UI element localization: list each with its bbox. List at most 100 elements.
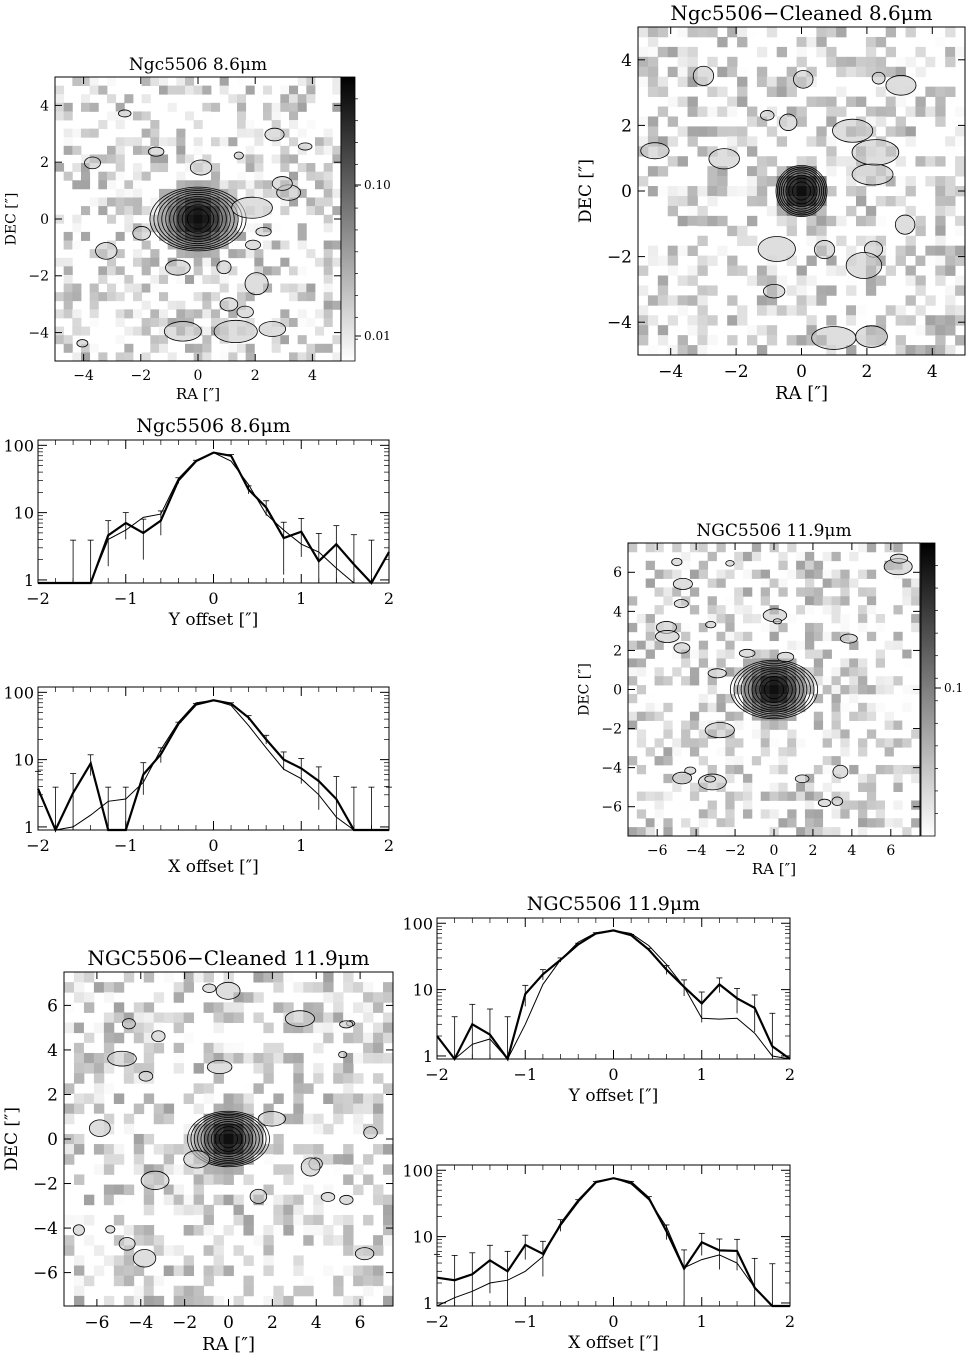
image-pixel (173, 1295, 185, 1306)
image-pixel (72, 214, 82, 224)
image-pixel (93, 1265, 105, 1277)
image-pixel (223, 1042, 234, 1054)
image-pixel (689, 605, 700, 615)
image-pixel (173, 1052, 185, 1064)
image-pixel (263, 1235, 274, 1246)
image-pixel (202, 85, 212, 95)
x-tick-label: −1 (513, 1312, 537, 1331)
x-tick-label: 2 (861, 362, 872, 382)
image-pixel (343, 1063, 354, 1074)
image-pixel (228, 231, 238, 241)
image-pixel (163, 1144, 175, 1155)
image-pixel (280, 283, 290, 293)
image-pixel (725, 791, 735, 801)
image-pixel (905, 126, 916, 137)
image-pixel (243, 1225, 254, 1236)
image-pixel (645, 631, 655, 642)
image-pixel (697, 146, 708, 157)
image-pixel (760, 809, 770, 819)
noise-contour (107, 1050, 137, 1067)
image-pixel (313, 1002, 324, 1013)
image-pixel (98, 180, 108, 190)
noise-contour (118, 1237, 136, 1251)
image-pixel (804, 827, 815, 836)
image-pixel (343, 1012, 354, 1024)
image-pixel (263, 1052, 274, 1064)
image-pixel (163, 1154, 175, 1165)
image-pixel (153, 1022, 165, 1034)
image-pixel (159, 77, 169, 87)
image-pixel (293, 1265, 304, 1277)
image-pixel (176, 274, 186, 284)
image-pixel (323, 1032, 334, 1044)
image-pixel (737, 76, 748, 88)
noise-contour (704, 775, 716, 783)
image-pixel (185, 111, 195, 121)
image-pixel (902, 702, 912, 713)
image-pixel (786, 176, 797, 187)
image-pixel (203, 972, 214, 983)
image-pixel (725, 747, 735, 757)
image-pixel (113, 982, 125, 993)
image-pixel (107, 171, 117, 181)
image-pixel (806, 156, 817, 167)
image-pixel (734, 605, 744, 615)
image-pixel (747, 275, 758, 286)
image-pixel (333, 1022, 344, 1034)
image-pixel (253, 992, 264, 1003)
image-pixel (717, 66, 728, 78)
image-pixel (72, 223, 82, 233)
image-pixel (83, 1042, 95, 1054)
image-pixel (353, 1032, 364, 1044)
image-pixel (813, 809, 824, 819)
image-pixel (363, 1285, 374, 1297)
image-pixel (273, 1052, 284, 1064)
image-pixel (323, 1022, 334, 1034)
image-pixel (163, 1113, 175, 1125)
image-pixel (935, 205, 946, 217)
image-pixel (176, 85, 186, 95)
image-pixel (202, 102, 212, 112)
image-pixel (343, 1073, 354, 1084)
image-pixel (955, 225, 965, 237)
x-tick-label: 2 (267, 1313, 278, 1333)
image-pixel (822, 596, 832, 606)
image-pixel (383, 992, 393, 1003)
image-pixel (787, 676, 797, 686)
contour-line (187, 1110, 270, 1168)
image-pixel (163, 1245, 175, 1256)
image-pixel (663, 827, 673, 836)
image-pixel (153, 1042, 165, 1054)
image-pixel (373, 1073, 384, 1084)
image-pixel (159, 85, 169, 95)
image-pixel (895, 195, 906, 207)
image-pixel (935, 275, 946, 286)
image-pixel (677, 27, 688, 38)
image-pixel (796, 166, 807, 177)
image-pixel (813, 693, 824, 704)
image-pixel (822, 551, 832, 562)
image-pixel (760, 738, 770, 748)
image-pixel (663, 720, 673, 730)
image-pixel (716, 747, 726, 757)
image-pixel (133, 1063, 145, 1074)
y-tick-label: 2 (47, 1085, 58, 1105)
noise-contour (671, 557, 683, 567)
image-pixel (698, 729, 709, 739)
image-pixel (343, 1083, 354, 1094)
image-pixel (72, 77, 82, 87)
image-pixel (895, 56, 906, 68)
image-pixel (233, 1042, 244, 1054)
image-pixel (831, 702, 841, 713)
image-pixel (383, 1194, 393, 1206)
image-pixel (796, 176, 807, 187)
image-pixel (955, 106, 965, 117)
image-pixel (687, 186, 698, 197)
image-pixel (193, 1285, 204, 1297)
image-pixel (263, 1225, 274, 1236)
image-pixel (895, 96, 906, 107)
x-tick-label: 0 (770, 843, 779, 859)
image-pixel (756, 116, 768, 127)
image-pixel (363, 1265, 374, 1277)
